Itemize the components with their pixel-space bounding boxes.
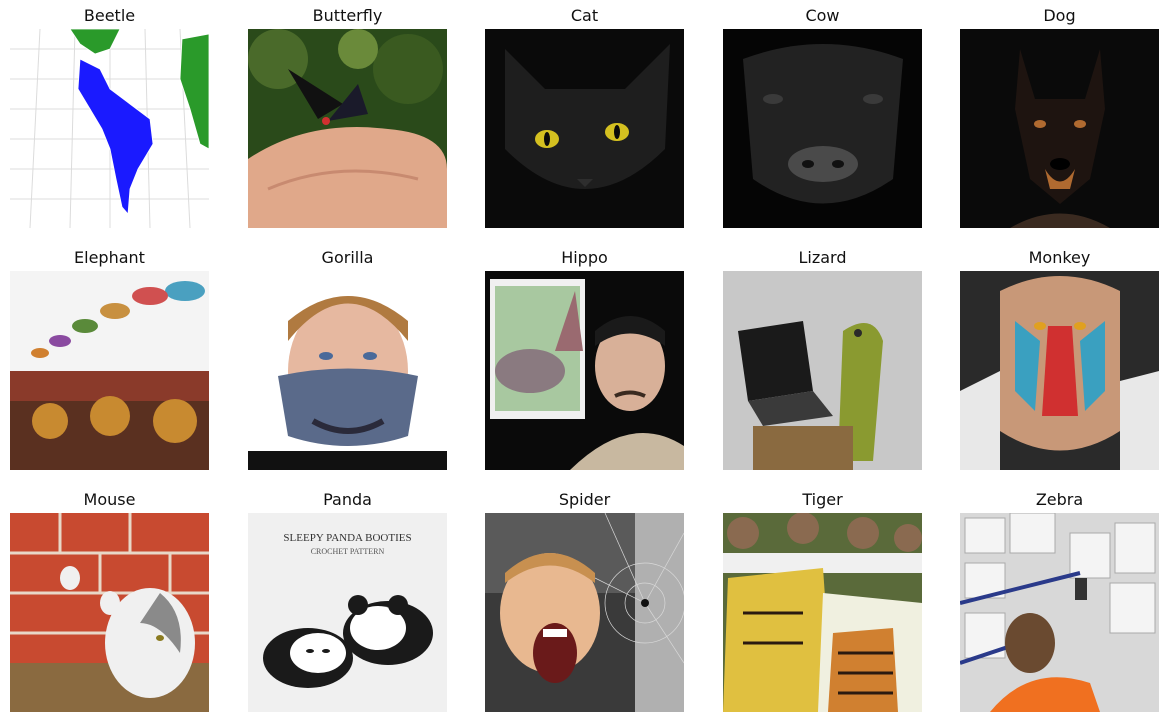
panel-zebra: Zebra xyxy=(960,484,1159,712)
panel-image xyxy=(723,271,922,470)
panel-image xyxy=(723,513,922,712)
dog-image xyxy=(960,29,1159,228)
panel-image xyxy=(485,29,684,228)
panel-hippo: Hippo xyxy=(485,242,684,470)
panel-title: Beetle xyxy=(83,6,136,25)
panda-subtitle-text: CROCHET PATTERN xyxy=(311,547,385,556)
panel-title: Spider xyxy=(558,490,611,509)
panel-butterfly: Butterfly xyxy=(248,0,447,228)
panel-image xyxy=(960,271,1159,470)
panel-title: Monkey xyxy=(1028,248,1091,267)
panel-title: Mouse xyxy=(83,490,136,509)
panel-title: Panda xyxy=(323,490,372,509)
butterfly-image xyxy=(248,29,447,228)
cow-image xyxy=(723,29,922,228)
panel-image xyxy=(248,29,447,228)
panel-spider: Spider xyxy=(485,484,684,712)
panel-image xyxy=(10,513,209,712)
panel-title: Cow xyxy=(805,6,840,25)
panel-title: Gorilla xyxy=(321,248,374,267)
panel-elephant: Elephant xyxy=(10,242,209,470)
panel-image xyxy=(960,513,1159,712)
spider-image xyxy=(485,513,684,712)
panel-image xyxy=(485,271,684,470)
panel-image xyxy=(248,271,447,470)
panel-tiger: Tiger xyxy=(723,484,922,712)
panel-title: Tiger xyxy=(802,490,843,509)
elephant-image xyxy=(10,271,209,470)
panel-gorilla: Gorilla xyxy=(248,242,447,470)
lizard-image xyxy=(723,271,922,470)
panel-image xyxy=(485,513,684,712)
panel-beetle: Beetle xyxy=(10,0,209,228)
mouse-image xyxy=(10,513,209,712)
cat-image xyxy=(485,29,684,228)
panel-image xyxy=(723,29,922,228)
panda-image: SLEEPY PANDA BOOTIES CROCHET PATTERN xyxy=(248,513,447,712)
panel-title: Zebra xyxy=(1035,490,1084,509)
panel-cat: Cat xyxy=(485,0,684,228)
hippo-image xyxy=(485,271,684,470)
panel-title: Cat xyxy=(570,6,599,25)
monkey-tattoo-image xyxy=(960,271,1159,470)
panel-image: SLEEPY PANDA BOOTIES CROCHET PATTERN xyxy=(248,513,447,712)
panda-title-text: SLEEPY PANDA BOOTIES xyxy=(283,532,411,544)
panel-title: Elephant xyxy=(74,248,145,267)
panel-title: Butterfly xyxy=(312,6,383,25)
map-image xyxy=(10,29,209,228)
panel-mouse: Mouse xyxy=(10,484,209,712)
panel-cow: Cow xyxy=(723,0,922,228)
panel-title: Hippo xyxy=(561,248,608,267)
panel-panda: Panda SLEEPY PANDA BOOTIES CROCHET PATTE… xyxy=(248,484,447,712)
panel-image xyxy=(960,29,1159,228)
panel-monkey: Monkey xyxy=(960,242,1159,470)
panel-dog: Dog xyxy=(960,0,1159,228)
zebra-image xyxy=(960,513,1159,712)
panel-image xyxy=(10,29,209,228)
panel-image xyxy=(10,271,209,470)
tiger-image xyxy=(723,513,922,712)
gorilla-mask-image xyxy=(248,271,447,470)
panel-title: Lizard xyxy=(798,248,847,267)
panel-title: Dog xyxy=(1043,6,1076,25)
panel-lizard: Lizard xyxy=(723,242,922,470)
